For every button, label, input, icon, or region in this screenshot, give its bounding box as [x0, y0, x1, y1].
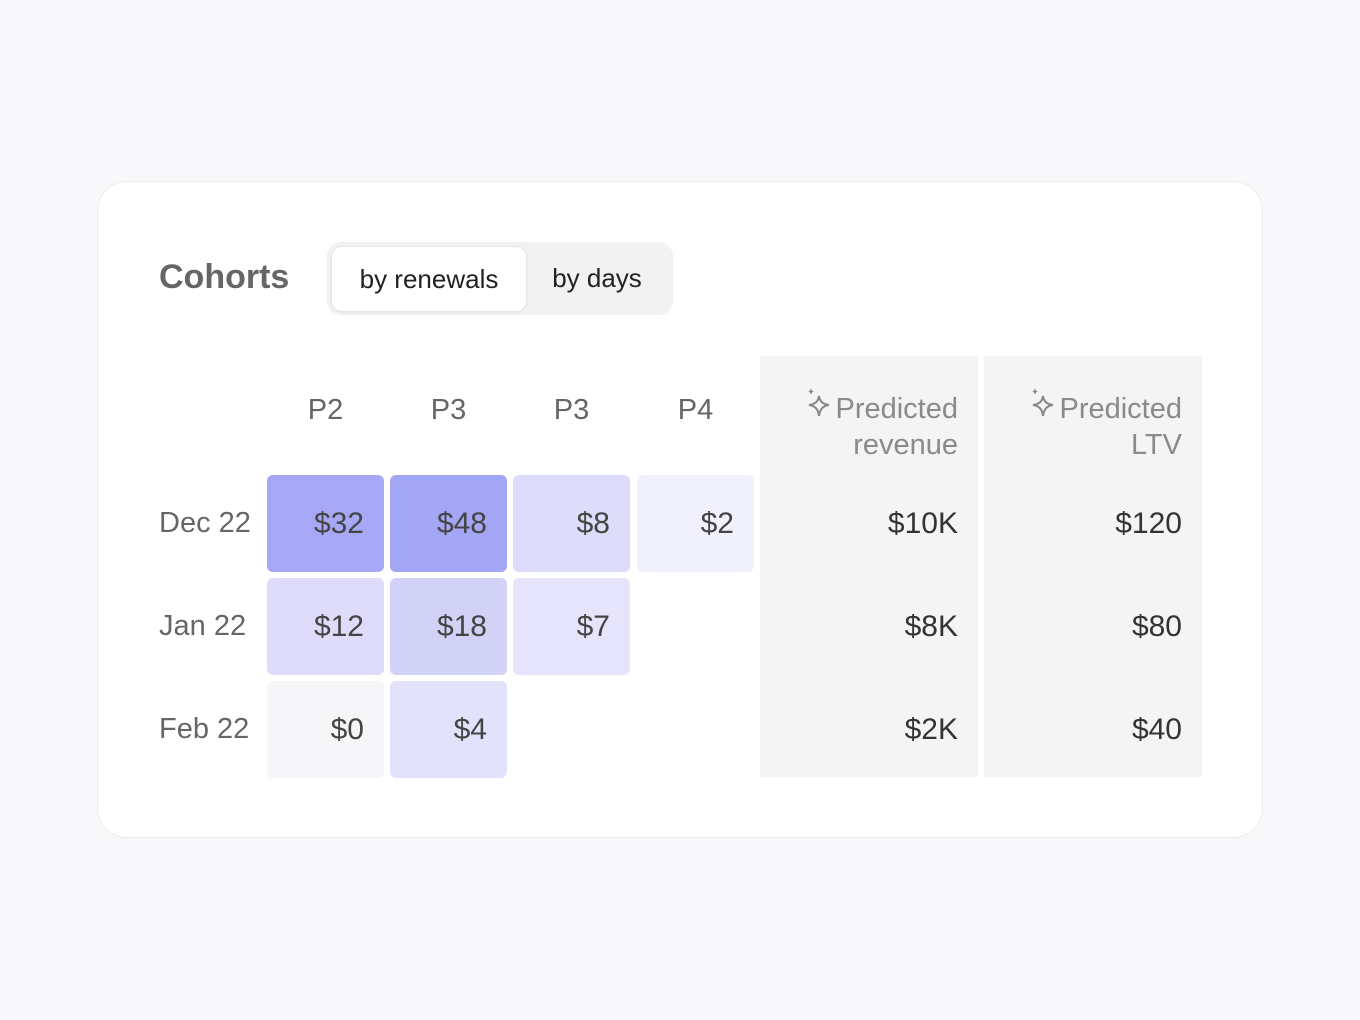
cohort-cell: $4 [390, 681, 507, 778]
predicted-value: $10K [887, 507, 958, 540]
predicted-header-text: Predicted LTV [1059, 393, 1182, 461]
row-label: Feb 22 [159, 713, 250, 745]
tab[interactable]: by days [552, 263, 642, 293]
row-label: Jan 22 [159, 610, 247, 642]
predicted-value: $2K [904, 713, 958, 746]
tab-group: by renewals by days [327, 242, 673, 315]
predicted-header: Predicted LTV [1002, 386, 1182, 463]
tab[interactable]: by renewals [331, 246, 527, 312]
cohort-cell: $7 [513, 578, 630, 675]
sparkle-icon [1032, 388, 1054, 417]
cohort-cell: $2 [637, 475, 754, 572]
column-header: P3 [553, 394, 590, 426]
predicted-column: Predicted LTV [984, 356, 1202, 777]
cohort-cell: $0 [267, 681, 384, 778]
cohort-cell: $32 [267, 475, 384, 572]
column-header: P3 [430, 394, 467, 426]
cohorts-card: Cohorts by renewals by days P2 P3 P3 P4 Predi… [97, 181, 1263, 838]
row-label: Dec 22 [159, 507, 251, 539]
predicted-header: Predicted revenue [778, 386, 958, 463]
predicted-value: $8K [904, 610, 958, 643]
column-header: P2 [307, 394, 344, 426]
predicted-value: $120 [1115, 507, 1182, 540]
cohort-cell: $48 [390, 475, 507, 572]
cohort-cell: $8 [513, 475, 630, 572]
predicted-header-text: Predicted revenue [835, 393, 958, 461]
predicted-column: Predicted revenue [760, 356, 978, 777]
title: Cohorts [159, 258, 290, 296]
predicted-value: $40 [1131, 713, 1182, 746]
cohort-cell: $18 [390, 578, 507, 675]
sparkle-icon [808, 388, 830, 417]
column-header: P4 [677, 394, 714, 426]
predicted-value: $80 [1131, 610, 1182, 643]
cohort-cell: $12 [267, 578, 384, 675]
